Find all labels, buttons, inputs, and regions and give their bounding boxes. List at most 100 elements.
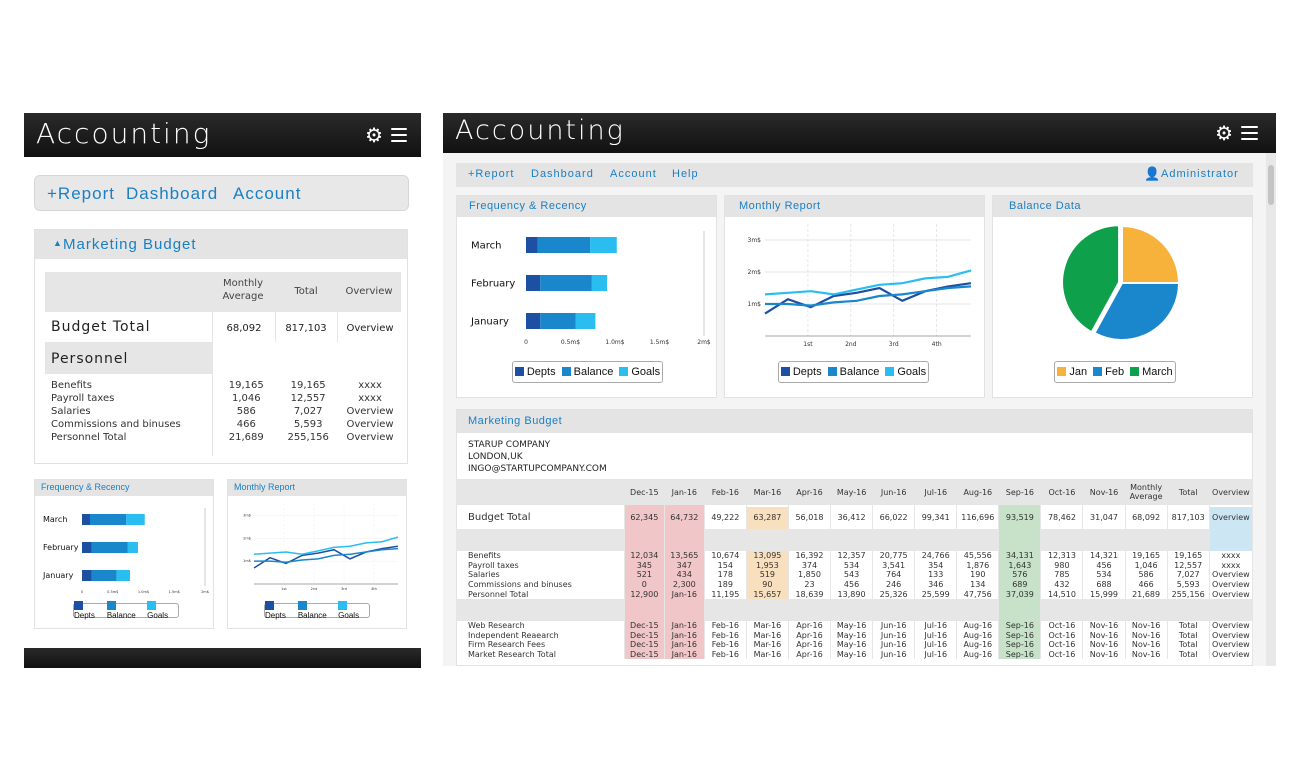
cell: 688: [1082, 579, 1126, 590]
cell[interactable]: Overview: [1209, 589, 1254, 599]
cell-overview[interactable]: Overview: [346, 406, 394, 417]
tick-label: 1.0m$: [605, 339, 624, 346]
left-budget-header[interactable]: ▲ Marketing Budget: [35, 230, 407, 259]
cell-avg: 466: [236, 419, 256, 430]
cell-overview[interactable]: Overview: [346, 432, 394, 443]
left-topbar: Accounting ⚙: [24, 113, 421, 157]
right-nav: +Report Dashboard Account Help 👤 Adminis…: [456, 163, 1253, 187]
right-budget-header[interactable]: Marketing Budget: [457, 410, 1252, 433]
cell: 116,696: [956, 507, 1000, 529]
cell[interactable]: Overview: [1209, 640, 1254, 650]
menu-icon[interactable]: [1241, 126, 1258, 140]
cell: Apr-16: [788, 630, 832, 641]
cell: [746, 598, 789, 621]
cell[interactable]: Overview: [1209, 620, 1254, 631]
table-row: Web Research Dec-15 Jan-16 Feb-16 Mar-16 Apr-…: [456, 620, 1254, 631]
nav-dashboard[interactable]: Dashboard: [126, 184, 219, 203]
cell: Jan-16: [664, 630, 705, 641]
right-monthly-header[interactable]: Monthly Report: [725, 196, 984, 217]
bar-goals: [575, 313, 596, 329]
bar-depts: [82, 542, 92, 553]
bar-balance: [91, 570, 117, 581]
col-monthly-average: Monthly Average: [222, 278, 264, 302]
cell: 456: [830, 579, 874, 590]
cell: 0: [624, 579, 665, 590]
cell: 785: [1040, 570, 1084, 580]
budget-total-overview[interactable]: Overview: [346, 323, 394, 334]
cell: [664, 598, 705, 621]
cell: 354: [914, 560, 958, 571]
column-header: Monthly Average: [1125, 479, 1168, 505]
cell: 56,018: [788, 507, 832, 529]
nav-report[interactable]: +Report: [47, 184, 115, 203]
cell: 14,321: [1082, 551, 1126, 561]
gear-icon[interactable]: ⚙: [365, 123, 383, 147]
gear-icon[interactable]: ⚙: [1215, 121, 1233, 145]
cell: Aug-16: [956, 640, 1000, 650]
right-monthly-panel: Monthly Report 1m$ 2m$ 3m$ 1st 2nd 3rd 4th Dep…: [724, 195, 985, 398]
cell: [788, 529, 832, 551]
left-budget-title: Marketing Budget: [63, 236, 197, 253]
right-balance-header[interactable]: Balance Data: [993, 196, 1252, 217]
legend-march: March: [1130, 366, 1173, 378]
category-label: March: [471, 240, 501, 251]
column-header: Feb-16: [704, 479, 747, 505]
cell: 66,022: [872, 507, 916, 529]
nav-account[interactable]: Account: [610, 168, 657, 180]
cell: Jan-16: [664, 649, 705, 660]
cell: 466: [1125, 579, 1168, 590]
table-row: Benefits 12,034 13,565 10,674 13,095 16,392 12…: [456, 551, 1254, 561]
cell[interactable]: Overview: [1209, 507, 1254, 529]
nav-report[interactable]: +Report: [468, 168, 515, 180]
cell[interactable]: xxxx: [1209, 551, 1254, 561]
left-freq-header[interactable]: Frequency & Recency: [35, 480, 213, 496]
bar-goals: [127, 542, 138, 553]
cell: May-16: [830, 649, 874, 660]
scrollbar[interactable]: [1266, 153, 1276, 666]
cell: [956, 529, 1000, 551]
cell-label: Salaries: [51, 406, 91, 417]
cell-overview[interactable]: xxxx: [358, 380, 382, 391]
row-label: Independent Reaearch: [456, 630, 625, 641]
cell[interactable]: [1209, 598, 1254, 621]
cell[interactable]: Overview: [1209, 579, 1254, 590]
cell[interactable]: [1209, 529, 1254, 551]
tick-label: 1.0m$: [138, 590, 149, 594]
cell: Nov-16: [1125, 649, 1168, 660]
cell: 63,287: [746, 507, 789, 529]
cell-total: 12,557: [290, 393, 326, 404]
cell: [1040, 529, 1084, 551]
cell-overview[interactable]: xxxx: [358, 393, 382, 404]
right-freq-header[interactable]: Frequency & Recency: [457, 196, 716, 217]
table-row: Personnel Total 12,900 Jan-16 11,195 15,657 1…: [456, 589, 1254, 599]
cell: [788, 598, 832, 621]
left-monthly-header[interactable]: Monthly Report: [228, 480, 406, 496]
cell: [956, 505, 1000, 507]
nav-dashboard[interactable]: Dashboard: [531, 168, 594, 180]
nav-account[interactable]: Account: [233, 184, 302, 203]
bar-balance: [540, 275, 592, 291]
cell[interactable]: Overview: [1209, 630, 1254, 641]
column-header: Oct-16: [1040, 479, 1084, 505]
cell: [1082, 505, 1126, 507]
cell: 10,674: [704, 551, 747, 561]
right-freq-title: Frequency & Recency: [469, 200, 587, 212]
menu-icon[interactable]: [391, 128, 407, 142]
cell: Jul-16: [914, 649, 958, 660]
cell: Jun-16: [872, 649, 916, 660]
legend-depts: Depts: [265, 601, 296, 620]
cell[interactable]: Overview: [1209, 570, 1254, 580]
cell[interactable]: xxxx: [1209, 560, 1254, 571]
cell: 134: [956, 579, 1000, 590]
cell: 13,095: [746, 551, 789, 561]
cell-overview[interactable]: Overview: [346, 419, 394, 430]
cell: [1040, 505, 1084, 507]
column-header: Sep-16: [998, 479, 1042, 505]
cell[interactable]: [1209, 505, 1254, 507]
user-name[interactable]: Administrator: [1161, 168, 1239, 180]
nav-help[interactable]: Help: [672, 168, 699, 180]
cell: 12,034: [624, 551, 665, 561]
cell: Nov-16: [1082, 640, 1126, 650]
scrollbar-thumb[interactable]: [1268, 165, 1274, 205]
cell[interactable]: Overview: [1209, 649, 1254, 660]
